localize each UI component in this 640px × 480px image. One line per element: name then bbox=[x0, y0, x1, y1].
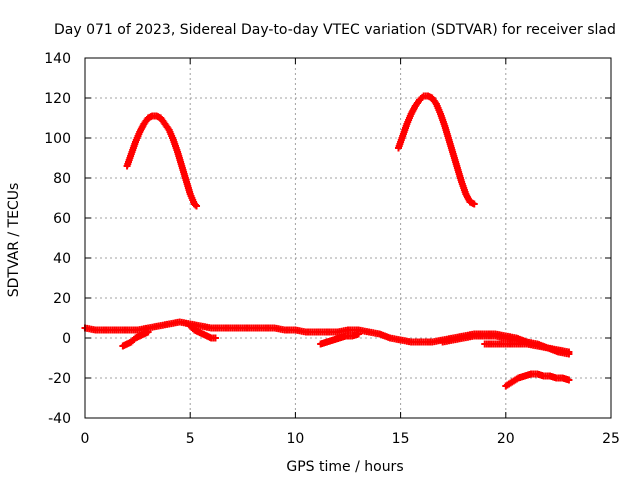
y-tick-label: 80 bbox=[53, 171, 71, 187]
x-tick-label: 0 bbox=[81, 431, 90, 447]
series-branch-c bbox=[317, 330, 363, 348]
axis-ticks: 0 5 10 15 20 25 -40 -20 0 20 40 60 80 100 120 140 bbox=[44, 51, 620, 447]
series-arc-2 bbox=[394, 92, 478, 208]
x-tick-label: 25 bbox=[602, 431, 620, 447]
y-tick-label: -20 bbox=[48, 371, 71, 387]
y-axis-title: SDTVAR / TECUs bbox=[6, 183, 22, 298]
data-point-marker bbox=[565, 348, 573, 356]
x-tick-label: 15 bbox=[392, 431, 410, 447]
y-tick-label: 140 bbox=[44, 51, 71, 67]
series-branch-d bbox=[439, 332, 531, 346]
y-tick-label: 20 bbox=[53, 291, 71, 307]
x-tick-label: 20 bbox=[497, 431, 515, 447]
series-branch-b bbox=[186, 322, 219, 342]
data-point-marker bbox=[470, 200, 478, 208]
y-tick-label: 120 bbox=[44, 91, 71, 107]
data-point-marker bbox=[144, 328, 152, 336]
data-point-marker bbox=[355, 330, 363, 338]
series-arc-1 bbox=[123, 112, 201, 210]
data-point-marker bbox=[565, 376, 573, 384]
series-branch-a bbox=[119, 328, 152, 350]
plot-frame bbox=[84, 57, 612, 419]
y-tick-label: -40 bbox=[48, 411, 71, 427]
x-tick-label: 10 bbox=[286, 431, 304, 447]
x-axis-title: GPS time / hours bbox=[286, 459, 403, 475]
data-points bbox=[81, 92, 573, 390]
data-point-marker bbox=[211, 334, 219, 342]
data-point-marker bbox=[193, 202, 201, 210]
series-branch-e bbox=[481, 340, 573, 356]
x-tick-label: 5 bbox=[186, 431, 195, 447]
grid-lines bbox=[85, 58, 611, 418]
y-tick-label: 60 bbox=[53, 211, 71, 227]
y-tick-label: 100 bbox=[44, 131, 71, 147]
chart-title: Day 071 of 2023, Sidereal Day-to-day VTE… bbox=[54, 22, 616, 38]
y-tick-label: 40 bbox=[53, 251, 71, 267]
y-tick-label: 0 bbox=[62, 331, 71, 347]
series-arc-3 bbox=[502, 370, 573, 390]
